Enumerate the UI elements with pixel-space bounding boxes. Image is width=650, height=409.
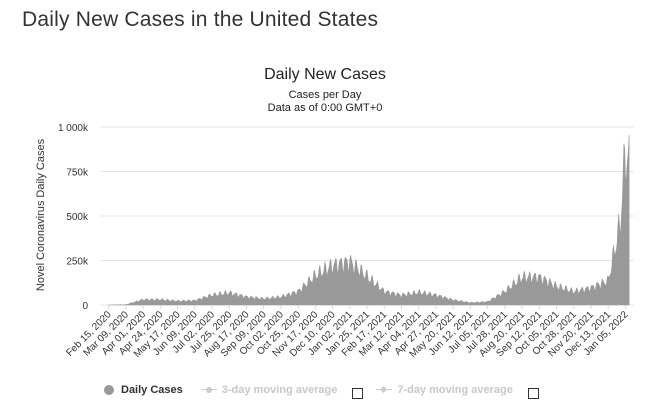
legend-item-3-day-average[interactable]: 3-day moving average — [200, 384, 338, 396]
legend-item-daily-cases[interactable]: Daily Cases — [104, 384, 183, 396]
y-tick-label: 0 — [82, 301, 88, 312]
chart-title: Daily New Cases — [264, 66, 386, 83]
checkbox-3-day-average[interactable] — [352, 387, 364, 399]
daily-cases-area[interactable] — [108, 135, 630, 306]
legend-label: 3-day moving average — [221, 384, 338, 396]
y-tick-label: 250k — [66, 257, 89, 268]
daily-cases-series — [108, 135, 630, 306]
y-axis-ticks: 0 250k 500k 750k 1 000k — [58, 123, 89, 312]
y-tick-label: 1 000k — [58, 123, 89, 134]
page-title: Daily New Cases in the United States — [22, 8, 379, 31]
legend-label: Daily Cases — [121, 384, 183, 396]
y-tick-label: 500k — [66, 212, 89, 223]
chart-subtitle-line2: Data as of 0:00 GMT+0 — [267, 102, 383, 114]
chart-subtitle-line1: Cases per Day — [288, 89, 362, 101]
line-diamond-marker-icon — [376, 385, 393, 395]
legend-item-7-day-average[interactable]: 7-day moving average — [376, 384, 513, 396]
chart-legend: Daily Cases 3-day moving average 7-day m… — [104, 381, 539, 399]
line-circle-marker-icon — [200, 385, 217, 395]
y-tick-label: 750k — [66, 168, 89, 179]
checkbox-7-day-average[interactable] — [527, 387, 539, 399]
y-axis-label: Novel Coronavirus Daily Cases — [35, 138, 47, 291]
legend-label: 7-day moving average — [397, 384, 513, 396]
circle-marker-icon — [104, 385, 114, 395]
